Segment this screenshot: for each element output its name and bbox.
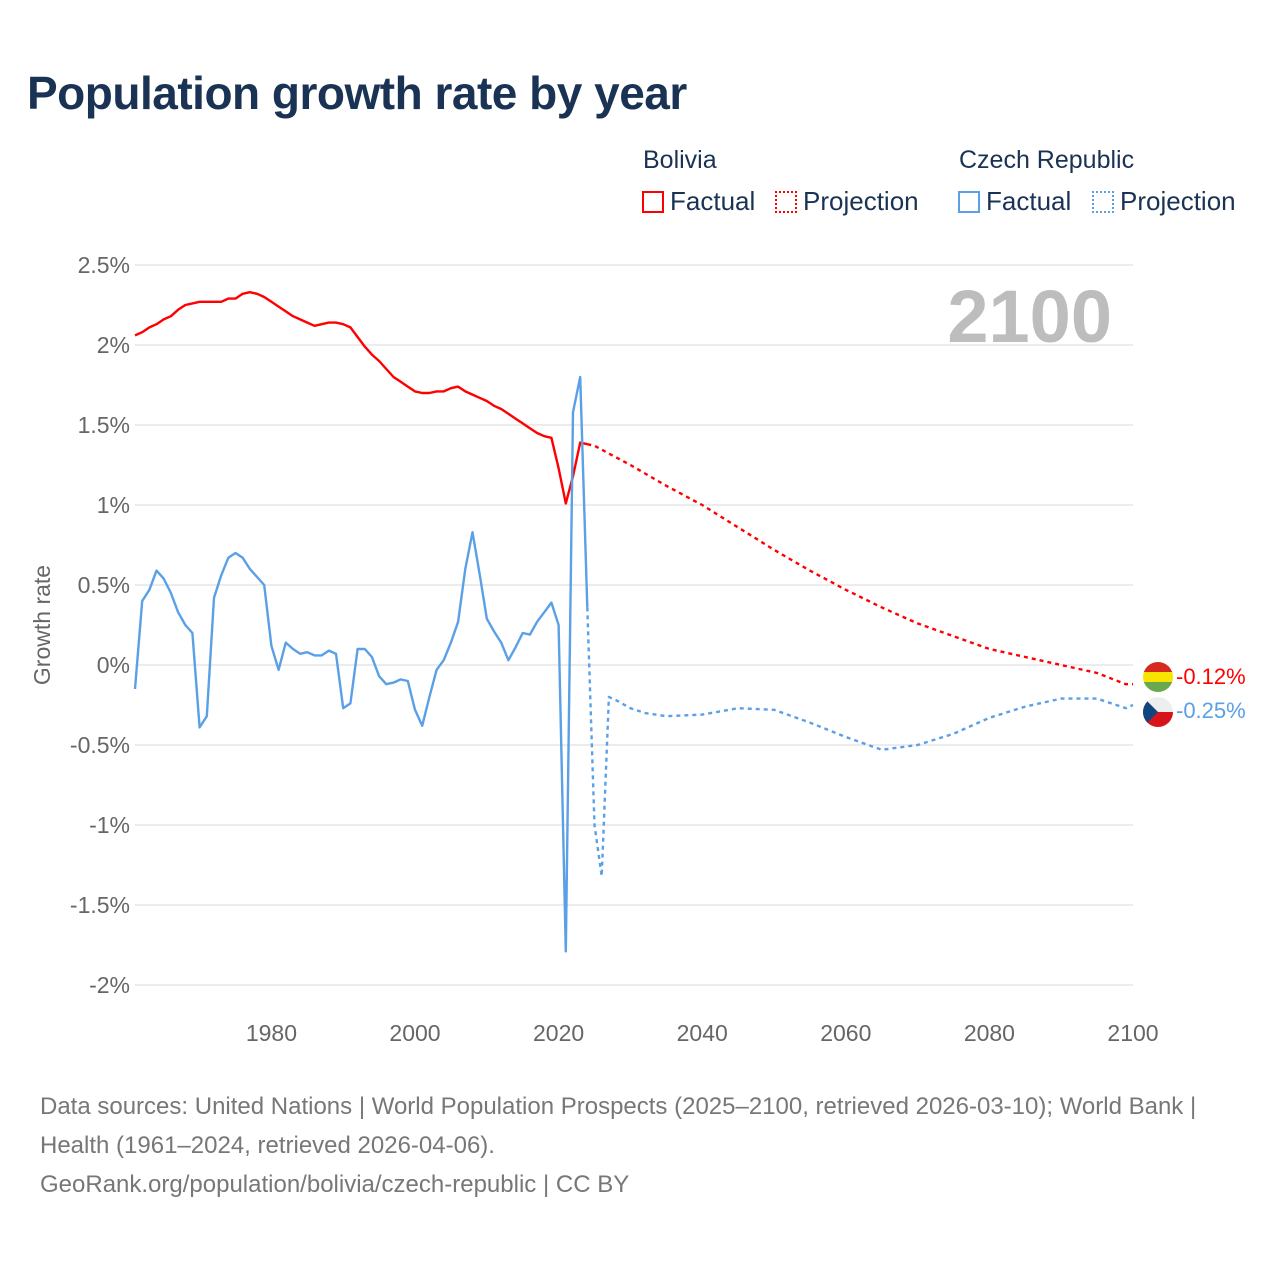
- czech-flag-icon: [1143, 697, 1173, 727]
- czech-republic-projection-line: [586, 607, 1134, 878]
- y-tick-label: 2.5%: [78, 252, 130, 278]
- chart-title: Population growth rate by year: [27, 67, 687, 119]
- legend-label: Projection: [1120, 186, 1236, 216]
- x-tick-label: 2080: [964, 1020, 1015, 1046]
- y-tick-label: 2%: [97, 332, 130, 358]
- czech-republic-factual-line: [133, 375, 589, 953]
- x-tick-label: 2100: [1107, 1020, 1158, 1046]
- legend-bolivia-factual[interactable]: Factual: [642, 186, 755, 217]
- y-tick-label: 0%: [97, 652, 130, 678]
- czech-end-value: -0.25%: [1176, 698, 1246, 723]
- bolivia-factual-line: [134, 291, 588, 505]
- x-tick-label: 2040: [677, 1020, 728, 1046]
- legend-swatch: [1092, 190, 1114, 213]
- x-tick-label: 2060: [820, 1020, 871, 1046]
- legend-czech-projection[interactable]: Projection: [1092, 186, 1236, 217]
- bolivia-projection-line: [587, 443, 1133, 686]
- year-label: 2100: [947, 275, 1112, 358]
- y-tick-label: -1.5%: [70, 892, 130, 918]
- legend-label: Factual: [986, 186, 1072, 216]
- legend-group-bolivia: Bolivia: [643, 146, 717, 174]
- legend-swatch: [642, 190, 664, 213]
- legend-label: Projection: [803, 186, 919, 216]
- x-tick-label: 2000: [389, 1020, 440, 1046]
- footer: Data sources: United Nations | World Pop…: [40, 1087, 1240, 1204]
- y-tick-label: -2%: [89, 972, 130, 998]
- y-axis-label: Growth rate: [29, 565, 55, 685]
- legend-group-czech: Czech Republic: [959, 146, 1135, 174]
- x-tick-label: 1980: [246, 1020, 297, 1046]
- bolivia-end-value: -0.12%: [1176, 664, 1246, 689]
- legend-swatch: [775, 190, 797, 213]
- legend-bolivia-projection[interactable]: Projection: [775, 186, 919, 217]
- y-tick-label: 1.5%: [78, 412, 130, 438]
- attribution-link[interactable]: GeoRank.org/population/bolivia/czech-rep…: [40, 1171, 630, 1198]
- y-tick-label: 0.5%: [78, 572, 130, 598]
- legend-czech-factual[interactable]: Factual: [958, 186, 1071, 217]
- y-tick-label: -1%: [89, 812, 130, 838]
- legend-label: Factual: [670, 186, 756, 216]
- plot-area: 2.5% 2% 1.5% 1% 0.5% 0% -0.5% -1% -1.5% -2% 1980 20…: [29, 252, 1246, 1046]
- x-tick-label: 2020: [533, 1020, 584, 1046]
- y-tick-label: 1%: [97, 492, 130, 518]
- y-tick-label: -0.5%: [70, 732, 130, 758]
- legend-swatch: [958, 190, 980, 213]
- data-sources: Data sources: United Nations | World Pop…: [40, 1093, 1197, 1159]
- bolivia-flag-icon: [1143, 662, 1173, 692]
